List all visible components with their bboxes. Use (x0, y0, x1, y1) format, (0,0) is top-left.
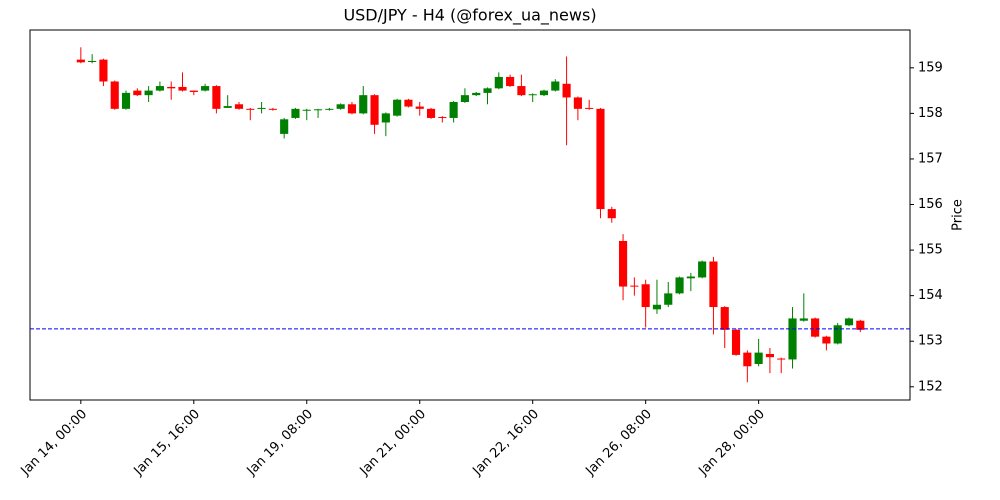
candle-body (189, 90, 198, 92)
candle-body (325, 108, 334, 110)
candle-body (698, 261, 707, 278)
candle-body (551, 81, 560, 91)
y-axis-label: Price (951, 199, 966, 231)
candle-body (359, 95, 368, 114)
candle-body (449, 101, 458, 118)
candle-body (788, 318, 797, 360)
y-tick-label: 152 (918, 379, 943, 394)
candle-body (641, 284, 650, 308)
candle-body (257, 107, 266, 109)
y-tick-label: 153 (918, 334, 943, 349)
candle-body (811, 318, 820, 337)
candle-body (223, 106, 232, 108)
candle-body (652, 304, 662, 310)
candle-body (573, 97, 582, 109)
x-tick-label: Jan 15, 16:00 (131, 407, 203, 479)
candle-body (167, 86, 176, 89)
candle-body (822, 336, 831, 344)
candle-body (607, 209, 616, 219)
candle-body (234, 104, 244, 109)
x-tick-label: Jan 19, 08:00 (244, 407, 316, 479)
candle-body (201, 86, 210, 91)
y-tick-label: 156 (918, 197, 943, 212)
candle-body (144, 90, 153, 96)
candle-body (799, 318, 808, 321)
candle-body (585, 107, 594, 109)
candle-body (76, 59, 85, 63)
candle-body (630, 285, 639, 287)
candle-body (88, 60, 97, 62)
candle-body (539, 90, 549, 96)
candle-body (483, 88, 492, 93)
candle-body (506, 76, 515, 87)
x-tick-label: Jan 21, 00:00 (357, 407, 429, 479)
candle-body (426, 108, 436, 118)
candle-body (777, 358, 786, 360)
candle-body (619, 240, 628, 287)
candle-body (246, 108, 255, 110)
candle-body (833, 325, 842, 344)
candle-body (517, 86, 526, 96)
candle-body (393, 99, 402, 116)
candle-body (720, 307, 729, 330)
candle-body (381, 113, 390, 123)
candle-body (844, 318, 854, 326)
candle-body (336, 104, 345, 109)
candle-body (856, 320, 865, 330)
x-tick-label: Jan 22, 16:00 (470, 407, 542, 479)
candle-body (596, 108, 605, 210)
candle-body (313, 109, 323, 111)
candle-body (438, 117, 447, 119)
candle-body (675, 277, 684, 294)
candle-body (178, 86, 187, 91)
candle-body (370, 95, 379, 125)
candle-body (528, 94, 537, 96)
x-tick-label: Jan 26, 08:00 (583, 407, 655, 479)
plot-area (29, 29, 911, 401)
candle-body (415, 106, 424, 109)
y-tick-label: 155 (918, 243, 943, 258)
candle-body (686, 276, 695, 279)
candle-body (268, 108, 277, 110)
candle-body (562, 83, 571, 98)
candle-body (743, 352, 752, 367)
candle-body (302, 109, 311, 111)
y-tick-label: 154 (918, 288, 943, 303)
candle-body (291, 108, 300, 118)
candle-body (347, 104, 357, 114)
candle-body (731, 329, 741, 355)
candle-body (110, 81, 119, 109)
x-tick-label: Jan 28, 00:00 (695, 407, 767, 479)
candle-body (133, 90, 142, 96)
candle-body (212, 86, 221, 109)
candle-body (664, 293, 673, 305)
candle-body (494, 76, 503, 89)
candle-body (709, 261, 718, 308)
y-tick-label: 159 (918, 60, 943, 75)
y-tick-label: 157 (918, 151, 943, 166)
candle-body (404, 99, 413, 107)
y-tick-label: 158 (918, 106, 943, 121)
candle-body (472, 92, 481, 96)
candle-body (280, 119, 289, 134)
candle-body (460, 95, 469, 102)
candle-body (99, 59, 108, 82)
candle-body (155, 86, 164, 91)
x-tick-label: Jan 14, 00:00 (18, 407, 90, 479)
chart-title: USD/JPY - H4 (@forex_ua_news) (343, 6, 596, 26)
candle-body (765, 353, 774, 358)
candle-body (754, 352, 763, 365)
candle-body (121, 92, 131, 109)
